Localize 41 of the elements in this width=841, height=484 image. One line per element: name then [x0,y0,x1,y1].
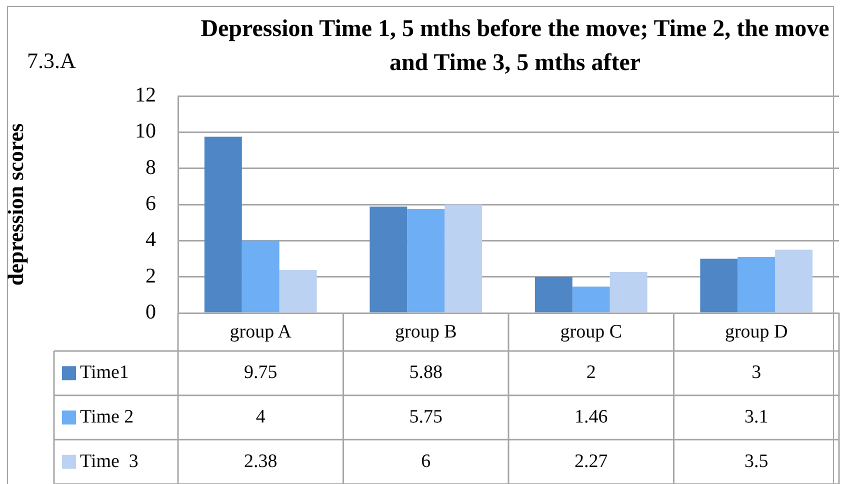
bar [444,204,482,312]
bar [534,276,572,312]
bar [738,256,776,312]
text: 7.3.A [27,48,76,74]
data-label: 5.75 [409,406,442,428]
y-tick-label: 10 [135,118,156,143]
bar [370,206,408,312]
x-tick-label: group D [724,321,788,342]
legend-label: Time1 [80,362,129,384]
x-tick-label: group C [560,321,622,342]
data-label: 2.38 [244,450,278,472]
data-label: 1.46 [574,406,608,428]
data-label: 5.88 [409,362,442,384]
data-label: 9.75 [244,362,278,384]
bar [610,272,648,312]
bar [700,258,738,312]
y-axis-title: depression scores [2,122,28,286]
y-tick-label: 4 [146,227,156,252]
y-tick-label: 8 [146,154,156,179]
data-label: 4 [256,406,266,428]
data-label: 3.5 [744,450,768,472]
data-label: 2 [586,362,596,384]
y-tick-label: 6 [146,191,156,216]
y-tick-label: 12 [135,82,156,107]
data-label: 3 [752,362,762,384]
chart-title: Depression Time 1, 5 mths before the move; Time 2, the move and Time 3, 5 mths after [200,15,830,78]
bar [407,209,445,312]
legend-label: Time 2 [80,406,134,428]
data-label: 2.27 [574,450,608,472]
x-tick-label: group B [395,321,457,342]
bar [775,250,813,312]
bar [572,286,610,312]
bar [204,136,242,312]
y-tick-label: 0 [146,300,156,324]
x-tick-label: group A [230,321,292,342]
data-label: 3.1 [744,406,768,428]
y-tick-label: 2 [146,263,156,288]
data-label: 6 [421,450,431,472]
bar [242,240,280,312]
legend-label: Time 3 [80,450,138,472]
bar [279,270,317,312]
